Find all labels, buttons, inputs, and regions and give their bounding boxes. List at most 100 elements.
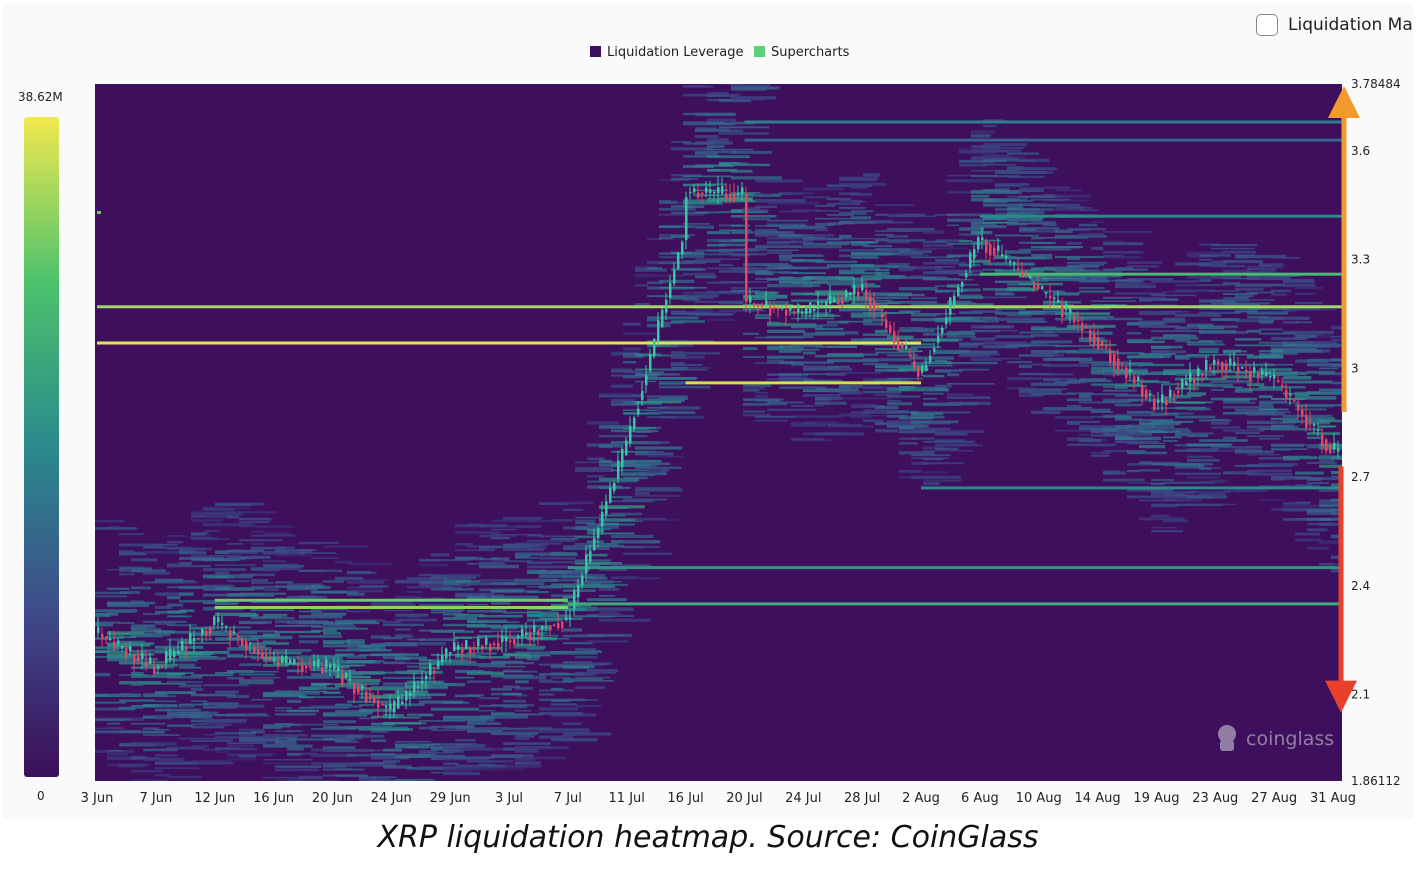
heat-band: [503, 713, 537, 716]
heat-band: [527, 756, 566, 760]
heat-band: [707, 145, 725, 148]
heat-band: [1007, 222, 1050, 225]
heat-band: [719, 304, 760, 306]
heat-band: [539, 735, 574, 739]
heat-band: [107, 756, 138, 760]
candle-body: [1273, 374, 1276, 379]
heat-band: [1139, 282, 1156, 286]
heat-band: [911, 437, 935, 440]
heat-band: [1055, 229, 1073, 233]
heat-band: [935, 384, 952, 388]
heat-band: [671, 147, 713, 151]
heat-band: [863, 383, 881, 386]
heat-band: [563, 661, 593, 664]
figure-caption: XRP liquidation heatmap. Source: CoinGla…: [377, 820, 1039, 855]
color-scale: 38.62M 0: [18, 90, 63, 803]
heat-band: [935, 289, 968, 292]
x-tick-label: 7 Jun: [139, 791, 172, 806]
heat-band: [707, 168, 738, 172]
legend-item-supercharts[interactable]: Supercharts: [754, 45, 850, 60]
heat-band: [923, 240, 947, 244]
heat-band: [1031, 382, 1067, 386]
liquidation-level-line: [97, 341, 921, 345]
heat-band: [959, 161, 995, 164]
heat-band: [419, 766, 464, 770]
candle-body: [181, 640, 184, 651]
heat-band: [935, 439, 965, 442]
heat-band: [875, 365, 926, 369]
heat-band: [1187, 432, 1214, 435]
heat-band: [299, 635, 342, 638]
heat-band: [779, 386, 827, 389]
heat-band: [623, 401, 644, 405]
heat-band: [887, 239, 911, 244]
heat-band: [755, 193, 774, 196]
heat-band: [611, 576, 639, 579]
candle-body: [637, 408, 640, 415]
heat-band: [1331, 358, 1342, 362]
heat-band: [527, 654, 541, 659]
candle-body: [1281, 385, 1284, 387]
heat-band: [1319, 367, 1339, 370]
candle-body: [1305, 414, 1308, 429]
heat-band: [803, 284, 821, 287]
candle-body: [1173, 393, 1176, 396]
heat-band: [119, 693, 134, 697]
heat-band: [1235, 338, 1262, 341]
heat-band: [1283, 425, 1299, 430]
heat-band: [107, 753, 129, 756]
heat-band: [1319, 499, 1342, 503]
heat-band: [95, 672, 111, 677]
y-tick-label: 1.86112: [1351, 774, 1401, 788]
heat-band: [923, 276, 948, 279]
candle-body: [905, 345, 908, 350]
heat-band: [1295, 408, 1327, 411]
candle-body: [149, 657, 152, 664]
heat-band: [95, 621, 120, 624]
heat-band: [935, 447, 959, 451]
heat-band: [479, 655, 510, 659]
heat-band: [299, 686, 327, 689]
candle-body: [889, 325, 892, 333]
heat-band: [887, 235, 909, 238]
heat-band: [515, 680, 529, 684]
heat-band: [899, 328, 935, 333]
heat-band: [1283, 419, 1324, 423]
heat-band: [863, 318, 887, 322]
heat-band: [947, 285, 960, 288]
heat-band: [1295, 292, 1316, 295]
heat-band: [743, 332, 759, 335]
heat-band: [983, 345, 1018, 349]
heat-band: [1055, 381, 1087, 384]
heat-band: [131, 769, 163, 773]
heat-band: [431, 707, 480, 711]
heat-band: [1067, 422, 1081, 426]
heat-band: [911, 430, 937, 433]
heat-band: [959, 330, 973, 333]
heat-band: [1151, 345, 1183, 349]
heat-band: [1043, 290, 1065, 293]
heat-band: [1031, 236, 1044, 240]
legend-item-liquidation-leverage[interactable]: Liquidation Leverage: [590, 45, 743, 60]
heat-band: [251, 555, 268, 559]
heat-band: [719, 224, 743, 227]
heat-band: [95, 519, 125, 523]
heat-band: [239, 731, 256, 735]
heat-band: [335, 560, 353, 564]
heat-band: [1211, 353, 1254, 356]
candle-body: [405, 691, 408, 701]
candle-body: [1037, 285, 1040, 289]
heat-band: [611, 384, 634, 388]
liquidation-map-toggle[interactable]: Liquidation Ma: [1256, 14, 1413, 36]
heat-band: [323, 644, 372, 648]
heat-band: [911, 422, 951, 425]
heat-band: [491, 589, 524, 593]
candle-body: [353, 682, 356, 694]
heat-band: [1139, 372, 1184, 376]
liquidation-map-checkbox[interactable]: [1256, 14, 1278, 36]
legend-label: Liquidation Leverage: [607, 45, 743, 60]
heat-band: [563, 739, 584, 742]
heat-band: [1091, 276, 1108, 281]
heat-band: [455, 646, 503, 650]
heat-band: [143, 715, 192, 719]
